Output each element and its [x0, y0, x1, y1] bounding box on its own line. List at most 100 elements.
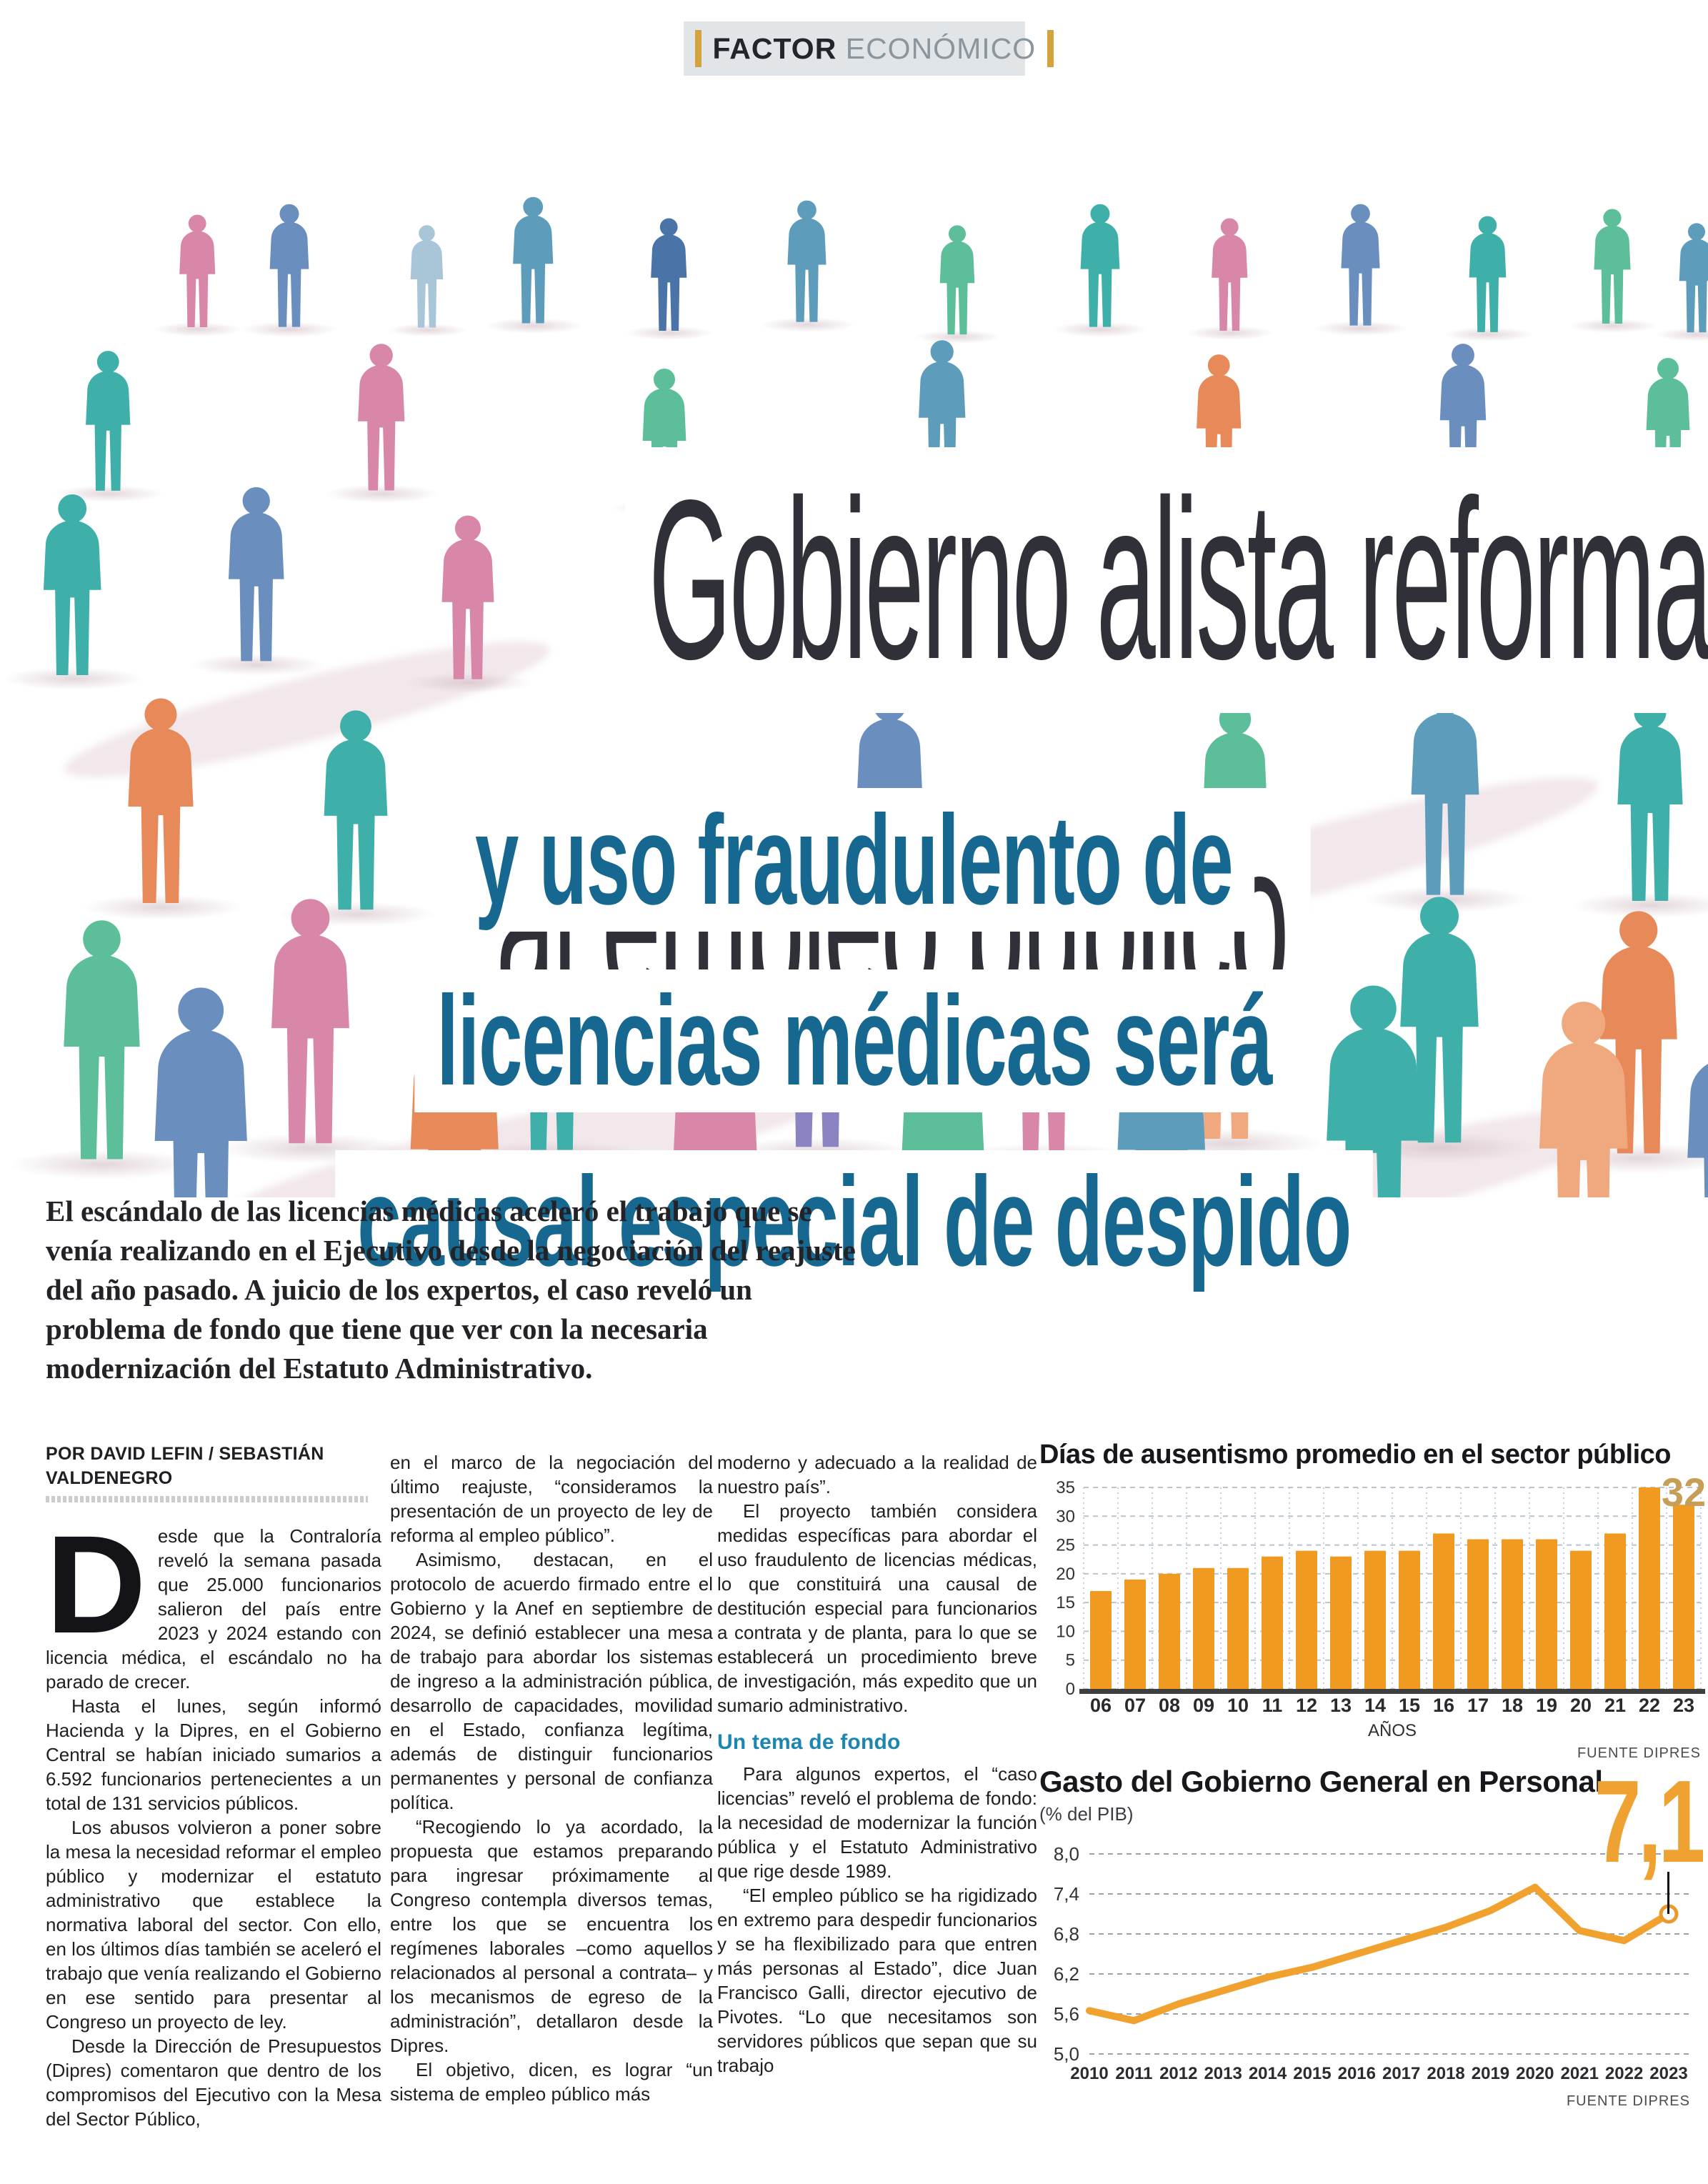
- svg-text:2012: 2012: [1159, 2064, 1197, 2083]
- svg-text:11: 11: [1262, 1695, 1283, 1716]
- svg-text:30: 30: [1056, 1507, 1075, 1526]
- svg-text:2015: 2015: [1293, 2064, 1331, 2083]
- subheadline-line2: licencias médicas será: [414, 969, 1294, 1112]
- person-shadow: [1186, 326, 1274, 341]
- person-shadow: [9, 1149, 197, 1180]
- paragraph: El objetivo, dicen, es lograr “un sistem…: [390, 2059, 713, 2105]
- person-shadow: [189, 654, 326, 676]
- person-figure: [1679, 223, 1708, 333]
- sub-headline: y uso fraudulento de licencias médicas s…: [0, 789, 1708, 1331]
- person-figure: [1469, 216, 1507, 332]
- person-shadow: [2, 667, 144, 691]
- person-shadow: [759, 316, 856, 332]
- person-figure: [1080, 204, 1120, 327]
- svg-text:06: 06: [1090, 1695, 1112, 1716]
- person-shadow: [1654, 327, 1708, 341]
- person-figure: [1212, 218, 1248, 331]
- paragraph: El proyecto también considera medidas es…: [717, 1500, 1037, 1716]
- person-shadow: [914, 329, 1001, 344]
- paragraph: Desde la Dirección de Presupuestos (Dipr…: [46, 2035, 381, 2130]
- svg-text:08: 08: [1159, 1695, 1180, 1716]
- person-shadow: [1313, 320, 1409, 336]
- personnel-spending-line-chart: Gasto del Gobierno General en Personal (…: [1039, 1756, 1708, 2111]
- svg-text:2014: 2014: [1249, 2064, 1287, 2083]
- drop-cap: D: [46, 1507, 146, 1662]
- byline: POR DAVID LEFIN / SEBASTIÁN VALDENEGRO: [46, 1444, 324, 1488]
- paragraph: “Recogiendo lo ya acordado, la propuesta…: [390, 1816, 713, 2056]
- person-shadow: [387, 323, 468, 336]
- lede-paragraph: El escándalo de las licencias médicas ac…: [46, 1195, 856, 1385]
- kicker-bold: FACTOR: [712, 31, 837, 65]
- paragraph: moderno y adecuado a la realidad de nues…: [717, 1452, 1037, 1497]
- person-shadow: [404, 672, 534, 693]
- article-column-1: POR DAVID LEFIN / SEBASTIÁN VALDENEGRO D…: [46, 1442, 381, 2131]
- svg-text:FUENTE DIPRES: FUENTE DIPRES: [1567, 2093, 1690, 2109]
- person-figure: [269, 204, 309, 327]
- svg-text:35: 35: [1056, 1478, 1075, 1497]
- svg-text:7,4: 7,4: [1054, 1883, 1079, 1905]
- paragraph: Para algunos expertos, el “caso licencia…: [717, 1763, 1037, 1882]
- headline-line1: Gobierno alista reforma: [624, 447, 1708, 713]
- paragraph: en el marco de la negociación del último…: [390, 1452, 713, 1546]
- person-shadow: [241, 321, 339, 337]
- person-shadow: [154, 322, 242, 337]
- svg-text:13: 13: [1330, 1695, 1352, 1716]
- svg-text:07: 07: [1124, 1695, 1146, 1716]
- svg-text:20: 20: [1056, 1565, 1075, 1584]
- paragraph: Los abusos volvieron a poner sobre la me…: [46, 1817, 381, 2033]
- svg-text:2022: 2022: [1605, 2064, 1643, 2083]
- svg-text:25: 25: [1056, 1536, 1075, 1555]
- bar-chart-title: Días de ausentismo promedio en el sector…: [1039, 1440, 1672, 1470]
- person-figure: [513, 196, 554, 324]
- svg-text:0: 0: [1066, 1680, 1075, 1699]
- svg-text:8,0: 8,0: [1054, 1843, 1079, 1865]
- svg-text:2019: 2019: [1472, 2064, 1509, 2083]
- kicker-light: ECONÓMICO: [845, 31, 1037, 65]
- svg-text:5,0: 5,0: [1054, 2043, 1079, 2065]
- svg-text:5,6: 5,6: [1054, 2003, 1079, 2025]
- svg-text:10: 10: [1056, 1622, 1075, 1641]
- article-column-2: en el marco de la negociación del último…: [390, 1450, 713, 2106]
- svg-text:22: 22: [1639, 1695, 1660, 1716]
- svg-text:6,8: 6,8: [1054, 1923, 1079, 1945]
- svg-text:2011: 2011: [1115, 2064, 1152, 2083]
- svg-text:FUENTE DIPRES: FUENTE DIPRES: [1577, 1745, 1701, 1760]
- subheadline-line1: y uso fraudulento de: [453, 789, 1255, 932]
- svg-text:15: 15: [1399, 1695, 1420, 1716]
- absenteeism-bar-chart: Días de ausentismo promedio en el sector…: [1039, 1440, 1708, 1764]
- subheadline-line3: causal especial de despido: [335, 1150, 1373, 1293]
- person-shadow: [1052, 321, 1149, 337]
- svg-text:32: 32: [1662, 1475, 1706, 1515]
- highlight-value-label: 7,1: [1594, 1756, 1706, 1887]
- svg-text:AÑOS: AÑOS: [1368, 1721, 1417, 1740]
- paragraph: “El empleo público se ha rigidizado en e…: [717, 1885, 1037, 2076]
- svg-text:2018: 2018: [1427, 2064, 1464, 2083]
- person-shadow: [625, 326, 714, 341]
- person-figure: [1594, 209, 1631, 324]
- svg-text:2010: 2010: [1070, 2064, 1108, 2083]
- svg-text:10: 10: [1227, 1695, 1249, 1716]
- section-subhead: Un tema de fondo: [717, 1730, 901, 1754]
- svg-text:18: 18: [1502, 1695, 1523, 1716]
- annotation-pointer-line: [1667, 1872, 1669, 1914]
- paragraph-text: esde que la Contraloría reveló la semana…: [46, 1525, 381, 1692]
- svg-text:16: 16: [1433, 1695, 1454, 1716]
- article-column-3: moderno y adecuado a la realidad de nues…: [717, 1450, 1037, 2078]
- svg-text:14: 14: [1364, 1695, 1386, 1716]
- svg-text:19: 19: [1536, 1695, 1557, 1716]
- svg-text:2016: 2016: [1338, 2064, 1376, 2083]
- person-shadow: [324, 484, 440, 503]
- bar-chart-plot: 0 5 10 15 20 25 30 35 06 07 08 09 10 11 12 13 14 15 16 17 18…: [1056, 1470, 1706, 1761]
- person-figure: [410, 225, 444, 328]
- svg-text:09: 09: [1193, 1695, 1214, 1716]
- person-shadow: [81, 894, 242, 920]
- svg-text:2013: 2013: [1204, 2064, 1242, 2083]
- person-figure: [179, 214, 216, 328]
- paragraph: Asimismo, destacan, en el protocolo de a…: [390, 1549, 713, 1813]
- svg-text:2020: 2020: [1516, 2064, 1554, 2083]
- person-figure: [939, 225, 975, 335]
- person-figure: [787, 200, 826, 322]
- kicker-text: FACTOR ECONÓMICO: [713, 32, 1037, 66]
- svg-text:23: 23: [1673, 1695, 1694, 1716]
